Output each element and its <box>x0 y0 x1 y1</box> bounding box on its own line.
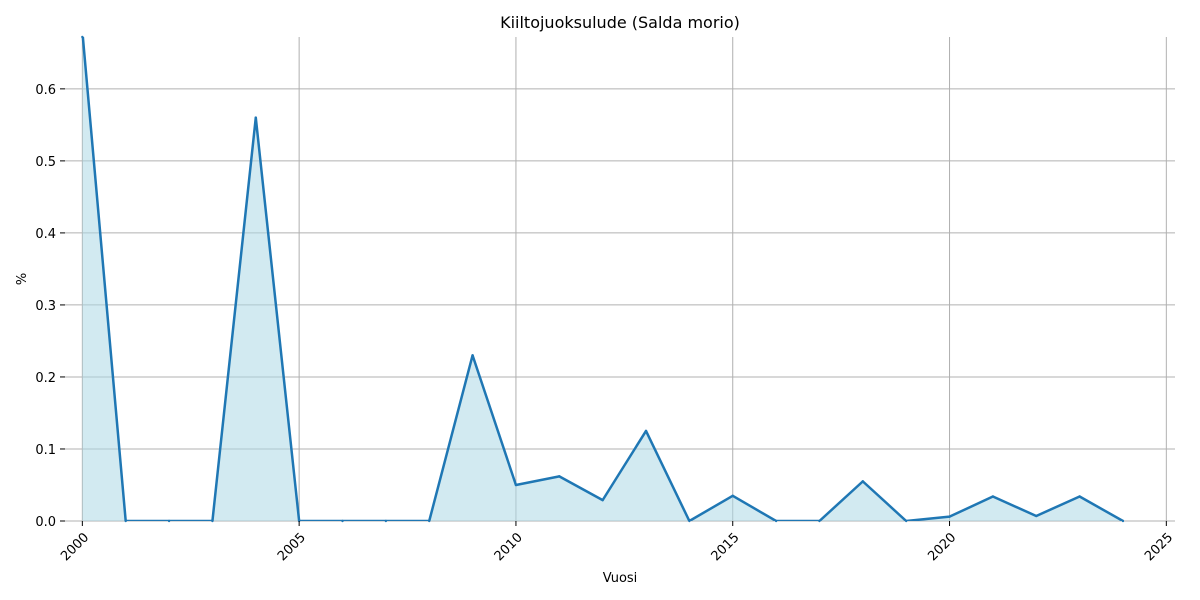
data-point <box>688 519 691 523</box>
data-point <box>1035 514 1038 518</box>
x-tick-label: 2025 <box>1142 530 1176 564</box>
data-point <box>644 429 648 433</box>
x-tick-label: 2000 <box>58 530 92 564</box>
data-point <box>774 519 778 523</box>
data-point <box>818 519 821 523</box>
y-tick-label: 0.5 <box>35 155 56 170</box>
data-point <box>991 495 995 498</box>
data-point <box>211 519 214 523</box>
y-tick-label: 0.4 <box>35 227 56 242</box>
data-point <box>341 519 344 523</box>
x-tick-label: 2015 <box>709 530 743 564</box>
y-axis: 0.0 0.1 0.2 0.3 0.4 0.5 0.6 <box>35 83 65 530</box>
data-point <box>558 475 561 478</box>
data-point <box>167 519 171 523</box>
y-tick-label: 0.0 <box>35 515 56 530</box>
data-point <box>904 519 908 523</box>
x-tick-label: 2010 <box>492 530 526 564</box>
data-point <box>601 498 604 502</box>
x-tick-label: 2005 <box>275 530 309 564</box>
data-point <box>384 519 388 523</box>
x-tick-label: 2020 <box>925 530 959 564</box>
data-point <box>428 519 431 523</box>
data-point <box>731 494 734 497</box>
chart-title: Kiiltojuoksulude (Salda morio) <box>500 13 740 32</box>
y-tick-label: 0.2 <box>35 371 56 386</box>
y-axis-label: % <box>15 273 30 285</box>
data-point <box>254 116 257 119</box>
data-point <box>81 35 84 39</box>
x-axis: 2000 2005 2010 2015 2020 2025 <box>58 521 1176 564</box>
data-point <box>861 480 865 483</box>
data-point <box>948 515 951 518</box>
x-axis-label: Vuosi <box>603 571 638 586</box>
y-tick-label: 0.6 <box>35 83 56 98</box>
data-point <box>124 519 127 523</box>
data-point <box>1121 519 1125 523</box>
data-point <box>471 354 474 357</box>
y-tick-label: 0.3 <box>35 299 56 314</box>
y-tick-label: 0.1 <box>35 443 56 458</box>
data-point <box>514 483 518 487</box>
plot-area <box>81 35 1125 523</box>
data-point <box>1078 495 1081 498</box>
